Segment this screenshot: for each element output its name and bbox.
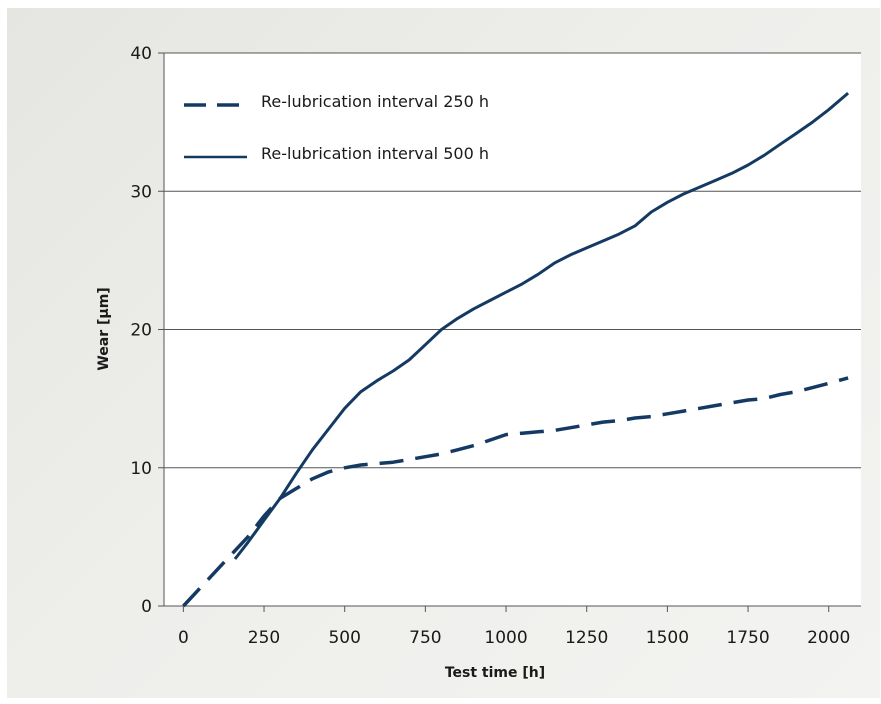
x-tick-label-250: 250 — [248, 628, 280, 648]
x-tick-label-750: 750 — [409, 628, 441, 648]
x-tick-label-1500: 1500 — [646, 628, 689, 648]
y-tick-label-20: 20 — [130, 321, 152, 341]
legend-label-2: Re-lubrication interval 500 h — [261, 144, 489, 163]
legend-label-1: Re-lubrication interval 250 h — [261, 92, 489, 111]
y-tick-label-10: 10 — [130, 459, 152, 479]
x-tick-label-500: 500 — [328, 628, 360, 648]
chart-frame: 0 10 20 30 40 0 250 500 750 1000 1250 1500 1750 2000… — [7, 8, 880, 698]
x-tick-label-2000: 2000 — [807, 628, 850, 648]
y-tick-label-0: 0 — [141, 597, 152, 617]
series-line-2 — [233, 91, 850, 560]
y-tick-label-40: 40 — [130, 44, 152, 64]
series-line-1 — [182, 376, 849, 608]
y-axis-title: Wear [µm] — [96, 287, 112, 370]
x-tick-label-1000: 1000 — [484, 628, 527, 648]
x-tick-label-1750: 1750 — [726, 628, 769, 648]
y-tick-label-30: 30 — [130, 182, 152, 202]
x-tick-label-1250: 1250 — [565, 628, 608, 648]
wear-chart: 0 10 20 30 40 0 250 500 750 1000 1250 1500 1750 2000… — [96, 44, 861, 681]
x-axis-title: Test time [h] — [445, 665, 545, 681]
x-tick-label-0: 0 — [178, 628, 189, 648]
